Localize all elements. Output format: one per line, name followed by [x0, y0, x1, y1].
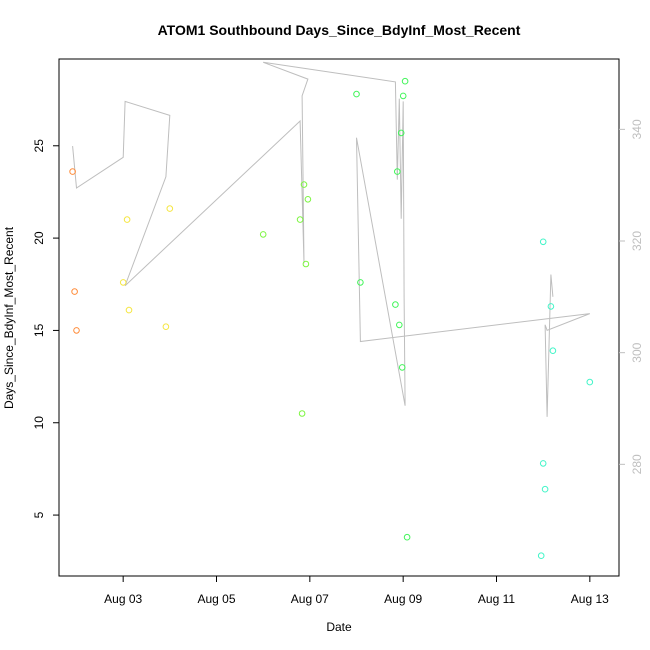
- y2-tick-label: 340: [630, 119, 644, 139]
- data-point: [300, 181, 308, 188]
- trend-line: [72, 61, 590, 417]
- data-point: [73, 327, 80, 334]
- data-point: [69, 168, 76, 175]
- x-axis-label: Date: [326, 620, 352, 634]
- y-axis-left: 5 10 15 20 25: [32, 139, 59, 518]
- y2-tick-label: 300: [630, 342, 644, 362]
- x-axis: Aug 03 Aug 05 Aug 07 Aug 09 Aug 11 Aug 13: [104, 576, 609, 606]
- data-point: [549, 347, 557, 355]
- x-tick-label: Aug 13: [571, 592, 609, 606]
- y-axis-label: Days_Since_BdyInf_Most_Recent: [2, 226, 16, 409]
- data-point: [539, 238, 547, 246]
- data-point: [547, 303, 555, 310]
- x-tick-label: Aug 11: [478, 592, 515, 606]
- x-tick-label: Aug 09: [384, 592, 422, 606]
- chart-title: ATOM1 Southbound Days_Since_BdyInf_Most_…: [158, 22, 521, 38]
- y-tick-label: 10: [32, 416, 46, 430]
- data-point: [399, 92, 407, 100]
- data-point: [125, 306, 133, 314]
- data-point: [403, 533, 411, 541]
- data-point: [586, 378, 594, 386]
- y2-tick-label: 320: [630, 231, 644, 251]
- y-tick-label: 15: [32, 323, 46, 337]
- data-point: [298, 410, 306, 417]
- data-point: [353, 90, 360, 98]
- y-tick-label: 25: [32, 139, 46, 153]
- data-point: [296, 216, 304, 223]
- data-point: [396, 321, 403, 329]
- y2-tick-label: 280: [630, 454, 644, 474]
- x-tick-label: Aug 03: [104, 592, 142, 606]
- data-point: [304, 196, 312, 203]
- x-tick-label: Aug 07: [291, 592, 329, 606]
- data-point: [123, 216, 131, 223]
- data-point: [71, 288, 78, 295]
- data-point: [537, 552, 545, 560]
- data-point: [119, 279, 127, 286]
- data-point: [397, 129, 405, 137]
- plot-frame: [58, 58, 620, 577]
- data-point: [394, 168, 401, 175]
- trend-line-layer: [72, 61, 590, 417]
- x-tick-label: Aug 05: [197, 592, 235, 606]
- points-layer: [69, 77, 594, 560]
- y-tick-label: 5: [32, 511, 46, 518]
- data-point: [541, 485, 549, 493]
- data-point: [162, 323, 170, 331]
- y-tick-label: 20: [32, 231, 46, 245]
- data-point: [539, 460, 547, 467]
- data-point: [357, 279, 364, 286]
- data-point: [166, 205, 174, 212]
- y-axis-right: 280 300 320 340: [619, 119, 644, 474]
- data-point: [401, 77, 409, 85]
- data-point: [302, 260, 310, 268]
- data-point: [259, 231, 267, 238]
- data-point: [398, 364, 406, 371]
- data-point: [392, 301, 399, 308]
